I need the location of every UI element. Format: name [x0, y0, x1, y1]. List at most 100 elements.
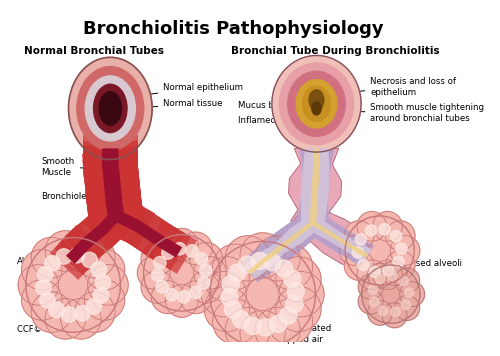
Polygon shape: [99, 194, 133, 237]
Circle shape: [386, 221, 415, 250]
Ellipse shape: [77, 67, 144, 150]
Circle shape: [221, 289, 238, 306]
Circle shape: [388, 271, 397, 281]
Circle shape: [194, 256, 226, 289]
Polygon shape: [86, 185, 142, 217]
Text: Normal epithelium: Normal epithelium: [138, 83, 243, 97]
Text: Mucus buildup: Mucus buildup: [238, 101, 304, 112]
Polygon shape: [85, 179, 142, 211]
Ellipse shape: [302, 86, 330, 121]
Circle shape: [364, 267, 418, 321]
Text: Alveoli: Alveoli: [18, 257, 62, 266]
Circle shape: [44, 256, 60, 271]
Text: Smooth
Muscle: Smooth Muscle: [42, 157, 101, 177]
Ellipse shape: [272, 56, 361, 152]
Circle shape: [382, 265, 394, 276]
Circle shape: [340, 236, 369, 265]
Ellipse shape: [94, 84, 127, 132]
Circle shape: [204, 257, 250, 302]
Polygon shape: [83, 146, 138, 172]
Polygon shape: [91, 200, 132, 240]
Polygon shape: [113, 210, 182, 257]
Circle shape: [166, 288, 178, 301]
Circle shape: [368, 300, 392, 325]
Polygon shape: [312, 221, 369, 258]
Circle shape: [31, 292, 72, 333]
Circle shape: [141, 242, 174, 275]
Text: Normal tissue: Normal tissue: [134, 99, 222, 110]
Circle shape: [138, 256, 170, 289]
Circle shape: [391, 307, 400, 317]
Circle shape: [40, 293, 55, 308]
Text: Inflamed tissue: Inflamed tissue: [238, 116, 305, 125]
Circle shape: [358, 289, 383, 314]
Circle shape: [201, 272, 246, 317]
Polygon shape: [84, 173, 141, 205]
Circle shape: [370, 297, 379, 307]
Text: Bronchial Tube During Bronchiolitis: Bronchial Tube During Bronchiolitis: [231, 46, 440, 56]
Circle shape: [268, 244, 312, 289]
Circle shape: [190, 242, 222, 275]
Polygon shape: [86, 194, 144, 227]
Polygon shape: [96, 195, 136, 235]
Circle shape: [222, 276, 240, 293]
Circle shape: [82, 252, 98, 268]
Polygon shape: [66, 211, 120, 264]
Ellipse shape: [68, 57, 152, 159]
Circle shape: [233, 265, 292, 324]
Circle shape: [180, 232, 212, 265]
Circle shape: [86, 299, 102, 314]
Circle shape: [352, 247, 364, 258]
Circle shape: [196, 253, 208, 265]
Circle shape: [94, 288, 109, 303]
Circle shape: [88, 265, 128, 305]
Circle shape: [152, 269, 164, 281]
Circle shape: [162, 247, 174, 259]
Circle shape: [228, 264, 246, 282]
Circle shape: [394, 268, 419, 293]
Circle shape: [276, 260, 292, 277]
Text: Normal Bronchial Tubes: Normal Bronchial Tubes: [24, 46, 164, 56]
Circle shape: [257, 319, 274, 336]
Text: Bronchiolitis Pathophysiology: Bronchiolitis Pathophysiology: [82, 20, 383, 38]
Circle shape: [280, 307, 297, 324]
Circle shape: [372, 211, 402, 241]
Polygon shape: [114, 201, 148, 244]
Polygon shape: [134, 215, 172, 258]
Polygon shape: [142, 220, 178, 263]
Circle shape: [251, 252, 268, 269]
Text: Bronchiole: Bronchiole: [42, 192, 97, 201]
Polygon shape: [142, 220, 179, 263]
Polygon shape: [121, 205, 155, 248]
Circle shape: [268, 299, 312, 344]
Polygon shape: [85, 185, 143, 218]
Ellipse shape: [312, 102, 321, 115]
Polygon shape: [87, 199, 144, 232]
Circle shape: [390, 236, 420, 265]
Circle shape: [344, 251, 374, 280]
Circle shape: [276, 257, 321, 302]
Polygon shape: [240, 210, 322, 285]
Circle shape: [166, 284, 198, 317]
Polygon shape: [82, 209, 124, 249]
Circle shape: [394, 295, 419, 320]
Circle shape: [22, 280, 62, 320]
Polygon shape: [161, 231, 197, 274]
Polygon shape: [71, 219, 110, 261]
Circle shape: [160, 251, 204, 294]
Circle shape: [284, 270, 300, 287]
Circle shape: [286, 295, 303, 313]
Circle shape: [393, 256, 404, 267]
Circle shape: [214, 246, 311, 343]
Circle shape: [376, 274, 385, 284]
Text: Alveoli over-inflated
with trapped air: Alveoli over-inflated with trapped air: [246, 318, 332, 344]
Polygon shape: [155, 227, 191, 270]
Circle shape: [146, 238, 217, 308]
Polygon shape: [84, 167, 140, 198]
Circle shape: [240, 233, 285, 278]
Circle shape: [368, 285, 378, 294]
Circle shape: [372, 260, 402, 289]
Circle shape: [62, 307, 77, 322]
Circle shape: [400, 282, 424, 307]
Polygon shape: [106, 197, 140, 241]
